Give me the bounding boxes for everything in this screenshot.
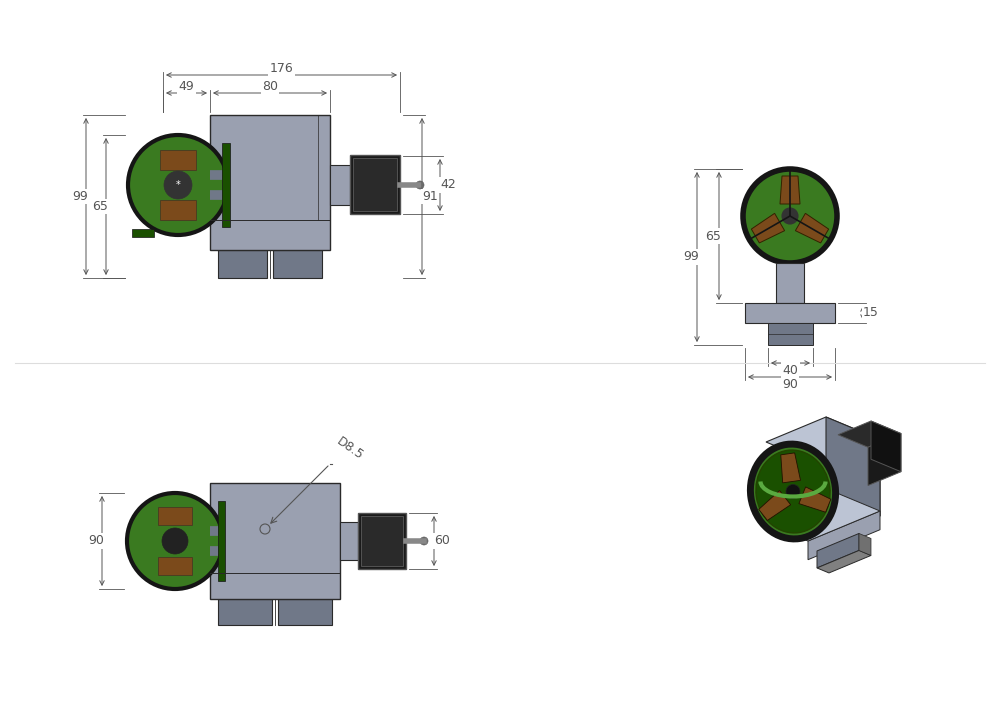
Circle shape <box>786 484 800 499</box>
FancyBboxPatch shape <box>745 303 835 323</box>
FancyBboxPatch shape <box>340 522 358 560</box>
FancyBboxPatch shape <box>358 513 406 569</box>
Polygon shape <box>781 453 801 483</box>
FancyBboxPatch shape <box>218 599 272 625</box>
Polygon shape <box>871 421 901 472</box>
Circle shape <box>162 528 188 554</box>
Polygon shape <box>751 213 785 243</box>
Text: *: * <box>176 180 180 190</box>
FancyBboxPatch shape <box>160 200 196 220</box>
Text: 42: 42 <box>440 179 456 192</box>
Text: 90: 90 <box>782 378 798 391</box>
Text: 40: 40 <box>783 364 798 377</box>
Ellipse shape <box>756 450 830 533</box>
FancyBboxPatch shape <box>218 501 225 581</box>
Text: 176: 176 <box>270 62 293 76</box>
Polygon shape <box>766 417 880 465</box>
Polygon shape <box>817 550 871 573</box>
FancyBboxPatch shape <box>158 507 192 525</box>
Polygon shape <box>868 433 901 486</box>
Circle shape <box>416 181 424 189</box>
Text: 15: 15 <box>863 306 879 319</box>
Text: 80: 80 <box>262 81 278 94</box>
Polygon shape <box>838 421 901 447</box>
FancyBboxPatch shape <box>353 158 397 211</box>
FancyBboxPatch shape <box>218 250 267 278</box>
FancyBboxPatch shape <box>350 155 400 214</box>
Circle shape <box>127 493 223 589</box>
FancyBboxPatch shape <box>210 115 330 250</box>
Polygon shape <box>826 417 880 516</box>
Text: 65: 65 <box>705 229 721 242</box>
Text: 65: 65 <box>92 200 108 213</box>
FancyBboxPatch shape <box>210 483 340 599</box>
FancyBboxPatch shape <box>158 557 192 575</box>
FancyBboxPatch shape <box>273 250 322 278</box>
FancyBboxPatch shape <box>768 323 813 345</box>
Polygon shape <box>759 491 791 521</box>
FancyBboxPatch shape <box>361 516 403 566</box>
Text: 49: 49 <box>179 81 194 94</box>
Polygon shape <box>766 494 880 541</box>
Polygon shape <box>795 213 829 243</box>
Polygon shape <box>780 176 800 204</box>
Circle shape <box>164 171 192 199</box>
Circle shape <box>743 169 837 263</box>
Polygon shape <box>817 534 859 568</box>
Text: 60: 60 <box>434 534 450 547</box>
Polygon shape <box>859 534 871 555</box>
Polygon shape <box>799 487 831 513</box>
Ellipse shape <box>750 444 836 539</box>
Text: D8.5: D8.5 <box>334 434 366 462</box>
FancyBboxPatch shape <box>776 263 804 303</box>
Polygon shape <box>820 439 880 541</box>
Circle shape <box>782 208 798 224</box>
Polygon shape <box>808 511 880 560</box>
Text: 90: 90 <box>88 534 104 547</box>
Text: 99: 99 <box>683 250 699 264</box>
Text: 99: 99 <box>72 190 88 203</box>
Text: 91: 91 <box>422 190 438 203</box>
FancyBboxPatch shape <box>330 165 350 205</box>
FancyBboxPatch shape <box>132 229 154 237</box>
FancyBboxPatch shape <box>160 150 196 170</box>
Circle shape <box>128 135 228 235</box>
Circle shape <box>420 537 428 545</box>
FancyBboxPatch shape <box>278 599 332 625</box>
FancyBboxPatch shape <box>222 143 230 227</box>
